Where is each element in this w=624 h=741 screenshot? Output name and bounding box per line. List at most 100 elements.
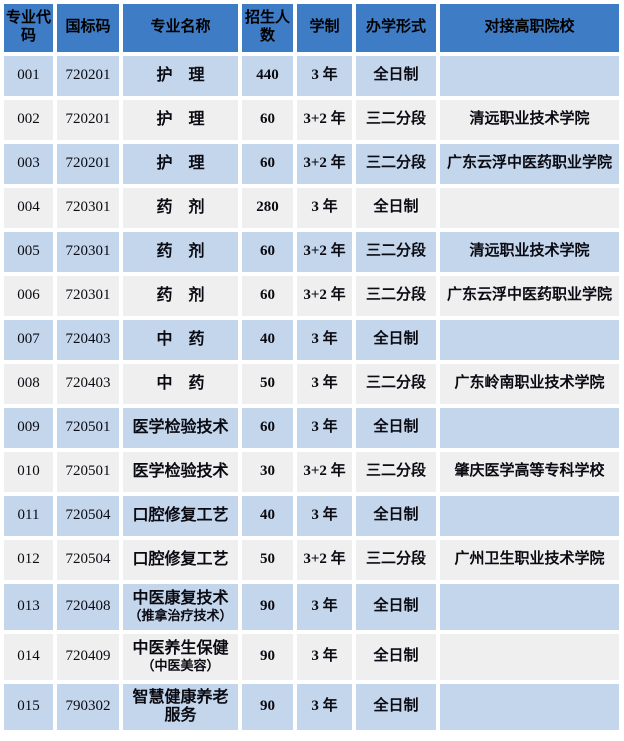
cell-linked-college [440,408,619,448]
cell-enrollment: 60 [242,100,293,140]
cell-linked-college: 广东岭南职业技术学院 [440,364,619,404]
cell-linked-college [440,684,619,730]
major-name-line: 药 剂 [156,286,205,304]
cell-schooling-form: 三二分段 [356,452,436,492]
cell-major-name: 药 剂 [123,188,238,228]
cell-standard-code: 720504 [57,496,119,536]
cell-major-code: 011 [4,496,53,536]
cell-duration: 3 年 [297,188,352,228]
cell-standard-code: 720504 [57,540,119,580]
cell-major-code: 001 [4,56,53,96]
header-major-code: 专业代码 [4,4,53,52]
cell-enrollment: 280 [242,188,293,228]
cell-major-code: 006 [4,276,53,316]
major-name-line: 医学检验技术 [132,418,229,436]
cell-enrollment: 90 [242,634,293,680]
cell-major-name: 护 理 [123,144,238,184]
cell-standard-code: 720201 [57,100,119,140]
header-enrollment: 招生人数 [242,4,293,52]
major-name-line: 医学检验技术 [132,462,229,480]
cell-duration: 3 年 [297,56,352,96]
cell-schooling-form: 三二分段 [356,540,436,580]
cell-major-code: 007 [4,320,53,360]
cell-major-code: 015 [4,684,53,730]
cell-schooling-form: 三二分段 [356,144,436,184]
major-name-line: 护 理 [156,110,205,128]
cell-linked-college: 清远职业技术学院 [440,232,619,272]
cell-schooling-form: 三二分段 [356,364,436,404]
cell-schooling-form: 全日制 [356,56,436,96]
cell-duration: 3+2 年 [297,100,352,140]
cell-major-name: 医学检验技术 [123,452,238,492]
cell-major-name: 中 药 [123,364,238,404]
cell-major-name: 药 剂 [123,276,238,316]
cell-schooling-form: 全日制 [356,684,436,730]
cell-enrollment: 60 [242,232,293,272]
cell-linked-college: 清远职业技术学院 [440,100,619,140]
major-name-line: 智慧健康养老 [132,688,229,706]
cell-major-code: 013 [4,584,53,630]
major-name-line2: 服务 [164,707,197,724]
cell-linked-college: 广东云浮中医药职业学院 [440,276,619,316]
cell-standard-code: 790302 [57,684,119,730]
cell-duration: 3+2 年 [297,144,352,184]
cell-major-name: 药 剂 [123,232,238,272]
cell-standard-code: 720403 [57,364,119,404]
cell-standard-code: 720201 [57,56,119,96]
cell-major-name: 护 理 [123,100,238,140]
cell-linked-college [440,188,619,228]
major-name-line: 护 理 [156,154,205,172]
major-name-line: 药 剂 [156,198,205,216]
cell-schooling-form: 全日制 [356,188,436,228]
cell-duration: 3 年 [297,684,352,730]
cell-standard-code: 720301 [57,188,119,228]
cell-duration: 3+2 年 [297,232,352,272]
cell-standard-code: 720408 [57,584,119,630]
cell-enrollment: 60 [242,408,293,448]
cell-major-name: 口腔修复工艺 [123,540,238,580]
cell-schooling-form: 三二分段 [356,276,436,316]
cell-major-name: 口腔修复工艺 [123,496,238,536]
cell-standard-code: 720301 [57,276,119,316]
cell-major-name: 中医康复技术 （推拿治疗技术） [123,584,238,630]
cell-linked-college [440,320,619,360]
cell-enrollment: 60 [242,144,293,184]
major-name-line: 中 药 [156,330,205,348]
cell-standard-code: 720301 [57,232,119,272]
cell-duration: 3 年 [297,634,352,680]
header-standard-code: 国标码 [57,4,119,52]
cell-schooling-form: 全日制 [356,408,436,448]
cell-schooling-form: 全日制 [356,320,436,360]
header-schooling-form: 办学形式 [356,4,436,52]
cell-enrollment: 40 [242,320,293,360]
cell-schooling-form: 三二分段 [356,100,436,140]
header-linked-college: 对接高职院校 [440,4,619,52]
major-name-line: 中医康复技术 [132,590,229,608]
cell-duration: 3+2 年 [297,452,352,492]
cell-duration: 3 年 [297,364,352,404]
cell-linked-college: 肇庆医学高等专科学校 [440,452,619,492]
cell-enrollment: 60 [242,276,293,316]
cell-duration: 3 年 [297,408,352,448]
cell-major-code: 008 [4,364,53,404]
cell-enrollment: 30 [242,452,293,492]
cell-standard-code: 720201 [57,144,119,184]
cell-enrollment: 50 [242,540,293,580]
cell-major-name: 医学检验技术 [123,408,238,448]
major-name-line: 口腔修复工艺 [132,506,229,524]
major-name-note: （推拿治疗技术） [128,607,233,623]
cell-major-name: 智慧健康养老 服务 [123,684,238,730]
cell-schooling-form: 全日制 [356,634,436,680]
cell-duration: 3+2 年 [297,540,352,580]
cell-duration: 3+2 年 [297,276,352,316]
cell-major-name: 护 理 [123,56,238,96]
major-name-line: 药 剂 [156,242,205,260]
cell-major-code: 014 [4,634,53,680]
cell-linked-college: 广东云浮中医药职业学院 [440,144,619,184]
cell-major-code: 010 [4,452,53,492]
cell-linked-college: 广州卫生职业技术学院 [440,540,619,580]
major-name-note: （中医美容） [141,657,220,673]
header-duration: 学制 [297,4,352,52]
cell-standard-code: 720501 [57,452,119,492]
